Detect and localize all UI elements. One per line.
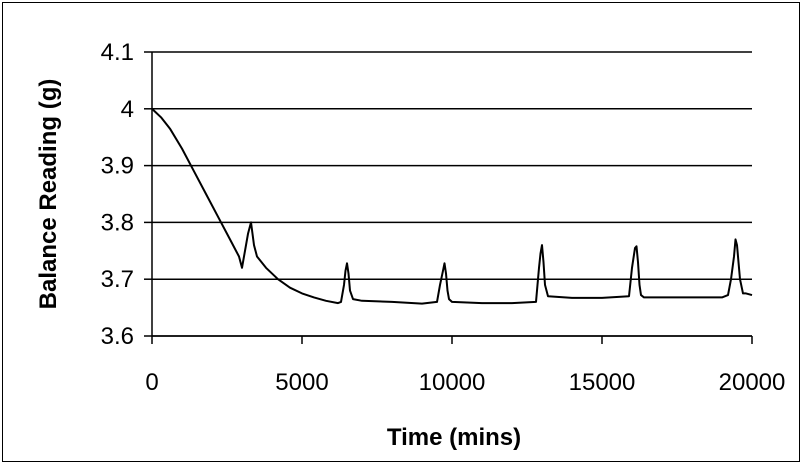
y-tick-label: 3.9	[101, 153, 134, 180]
series-line	[151, 108, 753, 305]
y-axis-title: Balance Reading (g)	[35, 79, 62, 310]
chart-frame	[2, 2, 800, 462]
y-tick-labels: 3.6 3.7 3.8 3.9 4 4.1	[101, 39, 134, 350]
y-tick-label: 3.8	[101, 209, 134, 236]
y-tick-label: 3.6	[101, 323, 134, 350]
series-layer	[151, 108, 753, 305]
x-tick-labels: 0 5000 10000 15000 20000	[145, 369, 785, 396]
axes	[144, 51, 753, 344]
x-tick-label: 5000	[275, 369, 328, 396]
y-tick-label: 4.1	[101, 39, 134, 66]
gridlines	[152, 51, 752, 337]
x-tick-label: 10000	[419, 369, 486, 396]
y-tick-label: 4	[121, 96, 134, 123]
x-tick-label: 0	[145, 369, 158, 396]
x-tick-label: 20000	[719, 369, 786, 396]
x-axis-title: Time (mins)	[387, 424, 521, 451]
y-tick-label: 3.7	[101, 266, 134, 293]
x-tick-label: 15000	[569, 369, 636, 396]
